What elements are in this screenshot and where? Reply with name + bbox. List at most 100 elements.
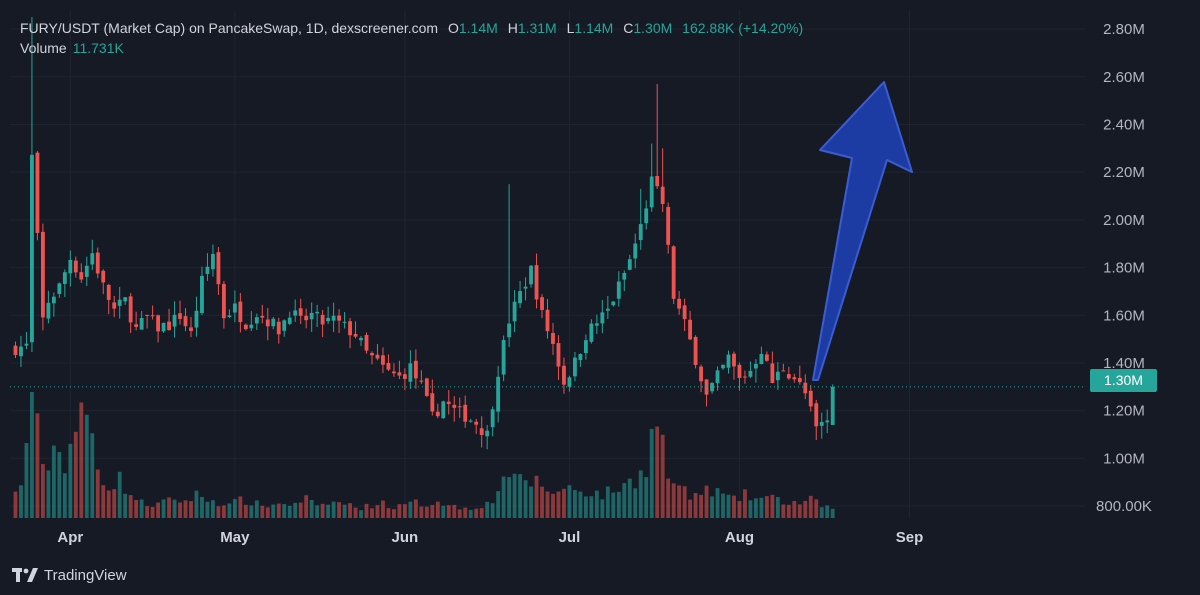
volume-bar bbox=[616, 491, 621, 518]
candle-body bbox=[183, 316, 188, 327]
candle-body bbox=[232, 303, 237, 313]
candle-body bbox=[342, 321, 347, 323]
candle-body bbox=[227, 315, 232, 318]
volume-bar bbox=[490, 503, 495, 518]
candle-body bbox=[529, 265, 533, 285]
candle-body bbox=[666, 206, 671, 245]
candle-body bbox=[150, 315, 155, 317]
time-axis[interactable]: Apr May Jun Jul Aug Sep bbox=[57, 529, 923, 546]
volume-bar bbox=[737, 501, 742, 518]
volume-bar bbox=[386, 508, 391, 518]
candle-body bbox=[430, 393, 435, 412]
candle-body bbox=[797, 377, 802, 383]
volume-bar bbox=[359, 510, 363, 518]
candle-body bbox=[68, 259, 73, 274]
candle-body bbox=[408, 363, 413, 382]
volume-bar bbox=[200, 496, 204, 518]
volume-bar bbox=[46, 470, 51, 518]
high-label: H bbox=[507, 20, 518, 36]
candle-body bbox=[655, 176, 660, 187]
candle-body bbox=[830, 386, 835, 425]
volume-bar bbox=[781, 504, 786, 518]
candle-body bbox=[370, 353, 374, 356]
volume-bar bbox=[797, 504, 802, 518]
candle-body bbox=[523, 286, 528, 289]
candle-body bbox=[463, 404, 468, 422]
volume-bar bbox=[326, 504, 331, 518]
candle-body bbox=[435, 411, 440, 417]
arrow-shape bbox=[812, 81, 913, 381]
volume-bar bbox=[753, 498, 758, 518]
volume-bar bbox=[600, 499, 605, 518]
candle-body bbox=[320, 314, 325, 325]
candle-body bbox=[551, 333, 555, 344]
candle-body bbox=[172, 314, 177, 327]
volume-bar bbox=[474, 508, 479, 518]
candle-body bbox=[457, 406, 462, 408]
volume-bar bbox=[243, 504, 248, 518]
volume-bar bbox=[726, 494, 731, 518]
volume-bar bbox=[682, 486, 687, 518]
grid-layer bbox=[10, 10, 1085, 518]
volume-bar bbox=[364, 503, 369, 518]
volume-bar bbox=[424, 506, 429, 518]
candle-body bbox=[786, 374, 791, 379]
candle-body bbox=[671, 246, 676, 299]
volume-bar bbox=[748, 500, 753, 518]
brand-name: TradingView bbox=[44, 566, 127, 584]
volume-bar bbox=[534, 475, 539, 518]
volume-bar bbox=[194, 490, 199, 518]
candle-body bbox=[753, 363, 758, 369]
candle-body bbox=[287, 317, 292, 324]
candle-body bbox=[622, 273, 627, 280]
candle-body bbox=[545, 309, 550, 332]
volume-bar bbox=[265, 507, 270, 518]
low-value: 1.14M bbox=[574, 20, 614, 36]
volume-bar bbox=[260, 505, 265, 518]
volume-bar bbox=[699, 494, 703, 518]
volume-bar bbox=[205, 501, 210, 518]
volume-bar bbox=[370, 508, 374, 518]
candle-body bbox=[200, 275, 204, 313]
tradingview-brand[interactable]: TradingView bbox=[12, 566, 127, 584]
volume-bar bbox=[819, 507, 824, 518]
low-label: L bbox=[566, 20, 575, 36]
candle-body bbox=[205, 266, 210, 274]
volume-bar bbox=[496, 491, 501, 518]
open-label: O bbox=[447, 20, 459, 36]
candle-body bbox=[688, 319, 693, 340]
candle-body bbox=[19, 346, 23, 357]
volume-bar bbox=[309, 499, 314, 518]
y-tick-label: 1.40M bbox=[1103, 355, 1145, 372]
volume-bar bbox=[249, 505, 254, 518]
candle-body bbox=[243, 324, 248, 330]
candle-body bbox=[46, 302, 51, 319]
tradingview-logo-icon bbox=[12, 568, 38, 582]
candle-body bbox=[194, 310, 199, 328]
volume-bar bbox=[803, 500, 808, 518]
volume-bar bbox=[578, 491, 583, 518]
y-tick-label: 2.00M bbox=[1103, 212, 1145, 229]
close-label: C bbox=[623, 20, 634, 36]
candle-body bbox=[128, 296, 133, 323]
candle-body bbox=[381, 355, 385, 365]
volume-bar bbox=[479, 508, 484, 518]
candle-body bbox=[331, 315, 336, 321]
volume-bar bbox=[485, 501, 490, 518]
x-tick-label: Aug bbox=[725, 529, 754, 546]
volume-bar bbox=[19, 485, 23, 518]
volume-bar bbox=[128, 495, 133, 518]
volume-bar bbox=[413, 499, 418, 518]
candle-body bbox=[677, 298, 682, 309]
candle-body bbox=[315, 311, 320, 314]
volume-bar bbox=[84, 414, 89, 518]
y-tick-label: 1.60M bbox=[1103, 307, 1145, 324]
candle-body bbox=[556, 343, 561, 367]
volume-bar bbox=[523, 480, 528, 518]
candle-body bbox=[693, 336, 698, 365]
volume-bar bbox=[402, 504, 407, 518]
candle-body bbox=[161, 322, 166, 332]
last-price-tag: 1.30M bbox=[1090, 369, 1157, 392]
price-axis[interactable]: 2.80M 2.60M 2.40M 2.20M 2.00M 1.80M 1.60M 1.40M… bbox=[1096, 21, 1152, 515]
